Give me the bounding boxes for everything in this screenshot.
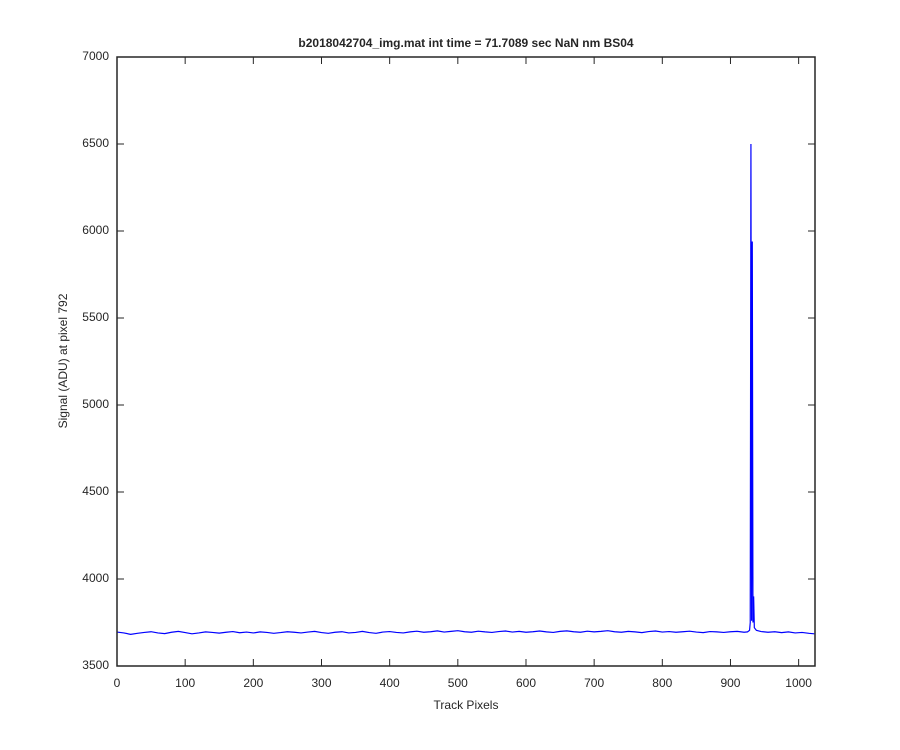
x-tick-label: 200 [243, 676, 263, 690]
y-tick-label: 5000 [82, 397, 109, 411]
y-tick-label: 4500 [82, 484, 109, 498]
chart-title: b2018042704_img.mat int time = 71.7089 s… [298, 36, 634, 50]
x-tick-label: 400 [380, 676, 400, 690]
x-tick-label: 900 [720, 676, 740, 690]
x-tick-label: 700 [584, 676, 604, 690]
x-axis-label: Track Pixels [434, 698, 499, 712]
x-tick-label: 300 [311, 676, 331, 690]
y-tick-label: 6000 [82, 223, 109, 237]
y-tick-label: 5500 [82, 310, 109, 324]
x-tick-label: 800 [652, 676, 672, 690]
y-tick-label: 3500 [82, 658, 109, 672]
x-tick-label: 0 [114, 676, 121, 690]
x-tick-label: 1000 [785, 676, 812, 690]
x-tick-label: 500 [448, 676, 468, 690]
y-tick-label: 4000 [82, 571, 109, 585]
y-axis-label: Signal (ADU) at pixel 792 [56, 293, 70, 428]
x-tick-label: 100 [175, 676, 195, 690]
data-line [116, 143, 815, 635]
axes-box [116, 56, 816, 667]
y-tick-label: 7000 [82, 49, 109, 63]
x-tick-label: 600 [516, 676, 536, 690]
y-tick-label: 6500 [82, 136, 109, 150]
